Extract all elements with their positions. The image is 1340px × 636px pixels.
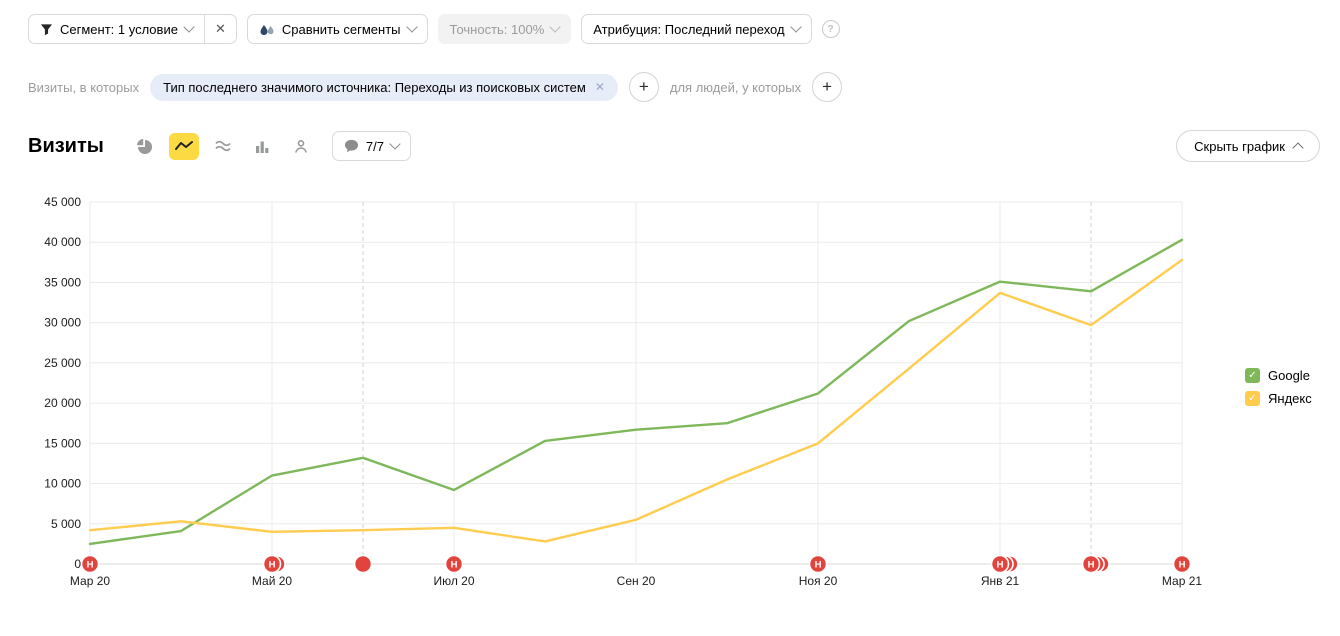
bar-chart-icon[interactable] (247, 133, 277, 160)
y-tick-label: 10 000 (44, 477, 81, 491)
chip-close-icon[interactable]: ✕ (594, 80, 605, 94)
chevron-down-icon (183, 21, 195, 33)
chevron-down-icon (405, 21, 418, 33)
annotation-marker[interactable]: Н (1172, 554, 1192, 574)
drops-icon (259, 22, 275, 36)
legend-item-yandex[interactable]: ✓ Яндекс (1245, 391, 1312, 406)
annotation-marker[interactable]: Н (444, 554, 464, 574)
svg-text:Н: Н (87, 560, 94, 571)
segment-button[interactable]: Сегмент: 1 условие (28, 14, 204, 44)
question-icon[interactable]: ? (821, 20, 840, 38)
annotation-marker[interactable]: Н (808, 554, 828, 574)
funnel-icon (40, 23, 53, 36)
filter-row: Визиты, в которых Тип последнего значимо… (28, 72, 1340, 102)
annotation-marker[interactable]: Н (80, 554, 100, 574)
x-tick-label: Сен 20 (617, 574, 656, 588)
y-tick-label: 25 000 (44, 356, 81, 370)
y-tick-label: 45 000 (44, 195, 81, 209)
series-line-яндекс[interactable] (88, 258, 1184, 543)
hide-chart-button[interactable]: Скрыть график (1176, 130, 1320, 162)
add-visit-condition-button[interactable]: + (628, 72, 659, 102)
toolbar: Сегмент: 1 условие ✕ Сравнить сегменты Т… (28, 14, 1340, 44)
check-icon[interactable]: ✓ (1245, 391, 1260, 406)
visits-line-chart: 0 5 000 10 000 15 000 20 000 25 000 30 000 35 0… (44, 195, 1202, 588)
svg-text:Н: Н (815, 560, 822, 571)
x-tick-label: Мар 20 (70, 574, 110, 588)
legend-label-yandex: Яндекс (1268, 391, 1312, 406)
chevron-up-icon (1292, 142, 1304, 154)
metric-section-header: Визиты (28, 130, 1320, 162)
chevron-down-icon (789, 21, 802, 33)
svg-text:Н: Н (1088, 560, 1095, 571)
hide-chart-label: Скрыть график (1194, 138, 1285, 154)
add-people-condition-button[interactable]: + (812, 72, 843, 102)
annotation-marker[interactable] (353, 554, 373, 574)
y-tick-label: 30 000 (44, 316, 81, 330)
y-tick-label: 5 000 (51, 517, 81, 531)
legend-label-google: Google (1268, 368, 1310, 383)
comment-bubble-icon (344, 139, 359, 153)
annotation-marker[interactable]: Н (1081, 554, 1110, 574)
compare-segments-button[interactable]: Сравнить сегменты (246, 14, 428, 44)
accuracy-label: Точность: 100% (449, 21, 545, 37)
segment-close-button[interactable]: ✕ (203, 14, 237, 44)
visits-condition-label: Визиты, в которых (28, 79, 140, 95)
annotation-marker[interactable]: Н (262, 554, 286, 574)
x-tick-label: Ноя 20 (799, 574, 838, 588)
svg-text:Н: Н (997, 560, 1004, 571)
compare-segments-label: Сравнить сегменты (281, 21, 401, 37)
y-tick-label: 35 000 (44, 275, 81, 289)
pie-chart-icon[interactable] (130, 133, 160, 160)
people-condition-label: для людей, у которых (669, 79, 802, 95)
area-chart-icon[interactable] (208, 133, 238, 160)
legend-item-google[interactable]: ✓ Google (1245, 368, 1312, 383)
segment-label: Сегмент: 1 условие (60, 21, 178, 37)
y-tick-label: 20 000 (44, 396, 81, 410)
filter-chip-label: Тип последнего значимого источника: Пере… (163, 79, 586, 95)
attribution-button[interactable]: Атрибуция: Последний переход (581, 14, 812, 44)
y-tick-label: 0 (74, 557, 81, 571)
y-tick-label: 40 000 (44, 235, 81, 249)
person-icon[interactable] (286, 133, 316, 160)
x-tick-label: Мар 21 (1162, 574, 1202, 588)
accuracy-button[interactable]: Точность: 100% (437, 14, 572, 44)
x-tick-label: Июл 20 (433, 574, 474, 588)
svg-text:Н: Н (451, 560, 458, 571)
chart-type-switcher (130, 132, 316, 160)
annotation-marker[interactable]: Н (990, 554, 1019, 574)
attribution-label: Атрибуция: Последний переход (593, 21, 785, 37)
chevron-down-icon (549, 21, 561, 33)
chevron-down-icon (389, 138, 401, 150)
y-tick-label: 15 000 (44, 436, 81, 450)
segment-control: Сегмент: 1 условие ✕ (28, 14, 237, 44)
x-tick-label: Янв 21 (981, 574, 1020, 588)
comments-dropdown[interactable]: 7/7 (331, 131, 411, 161)
line-chart-icon[interactable] (168, 132, 199, 160)
svg-text:Н: Н (269, 560, 276, 571)
x-tick-label: Май 20 (252, 574, 293, 588)
svg-text:Н: Н (1179, 560, 1186, 571)
comments-count: 7/7 (365, 138, 384, 154)
filter-chip[interactable]: Тип последнего значимого источника: Пере… (150, 73, 618, 101)
series-line-google[interactable] (88, 238, 1184, 546)
chart-area: 0 5 000 10 000 15 000 20 000 25 000 30 000 35 0… (0, 186, 1340, 598)
page-title: Визиты (28, 134, 104, 157)
check-icon[interactable]: ✓ (1245, 368, 1260, 383)
chart-legend: ✓ Google ✓ Яндекс (1245, 368, 1312, 406)
